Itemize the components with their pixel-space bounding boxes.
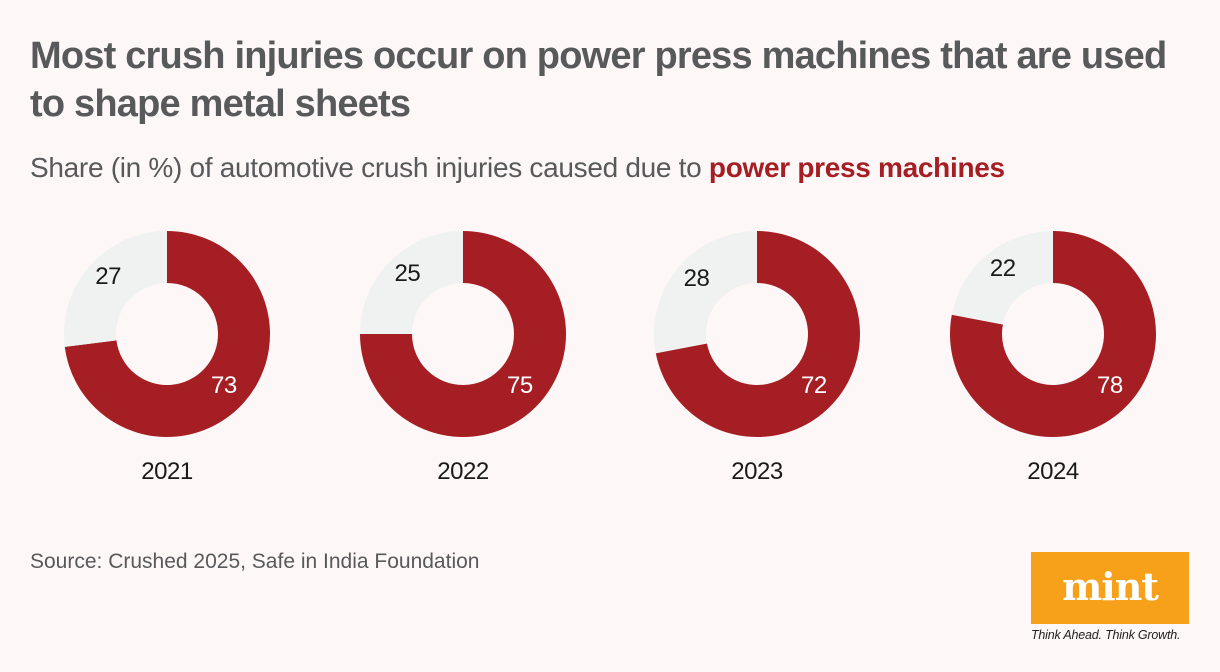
donut-graphic [63, 231, 270, 437]
power-press-segment [64, 231, 270, 437]
power-press-share-label: 72 [801, 372, 827, 399]
other-share-label: 27 [95, 263, 121, 291]
year-label: 2022 [437, 458, 489, 485]
subtitle-text: Share (in %) of automotive crush injurie… [30, 152, 709, 183]
source-note: Source: Crushed 2025, Safe in India Foun… [30, 550, 480, 573]
donut-2023: 28 72 2023 [637, 230, 877, 500]
other-segment [63, 231, 167, 347]
power-press-segment [950, 231, 1156, 437]
other-segment [951, 231, 1053, 325]
logo-tagline: Think Ahead. Think Growth. [1031, 628, 1181, 642]
donut-2024: 22 78 2024 [933, 230, 1173, 500]
power-press-share-label: 75 [507, 372, 533, 399]
year-label: 2023 [731, 458, 783, 485]
year-label: 2021 [141, 458, 193, 485]
other-share-label: 22 [989, 254, 1016, 282]
logo-wordmark: mint [1062, 563, 1159, 609]
other-share-label: 28 [683, 264, 710, 292]
donut-charts: 27 73 2021 25 75 2022 28 72 2023 22 78 2… [0, 220, 1220, 510]
other-share-label: 25 [394, 259, 421, 287]
donut-2022: 25 75 2022 [343, 230, 583, 500]
power-press-share-label: 78 [1097, 372, 1123, 399]
chart-title: Most crush injuries occur on power press… [30, 35, 1167, 125]
other-segment [654, 231, 757, 354]
chart-subtitle: Share (in %) of automotive crush injurie… [30, 148, 1005, 188]
donut-2021: 27 73 2021 [47, 230, 287, 500]
donut-graphic [360, 231, 566, 437]
power-press-segment [360, 231, 566, 437]
donut-graphic [950, 231, 1156, 437]
power-press-share-label: 73 [211, 372, 237, 399]
donut-graphic [654, 231, 860, 437]
power-press-segment [655, 231, 860, 437]
other-segment [360, 231, 463, 334]
year-label: 2024 [1027, 458, 1079, 485]
mint-logo: mint [1031, 552, 1189, 624]
subtitle-highlight: power press machines [708, 152, 1005, 183]
